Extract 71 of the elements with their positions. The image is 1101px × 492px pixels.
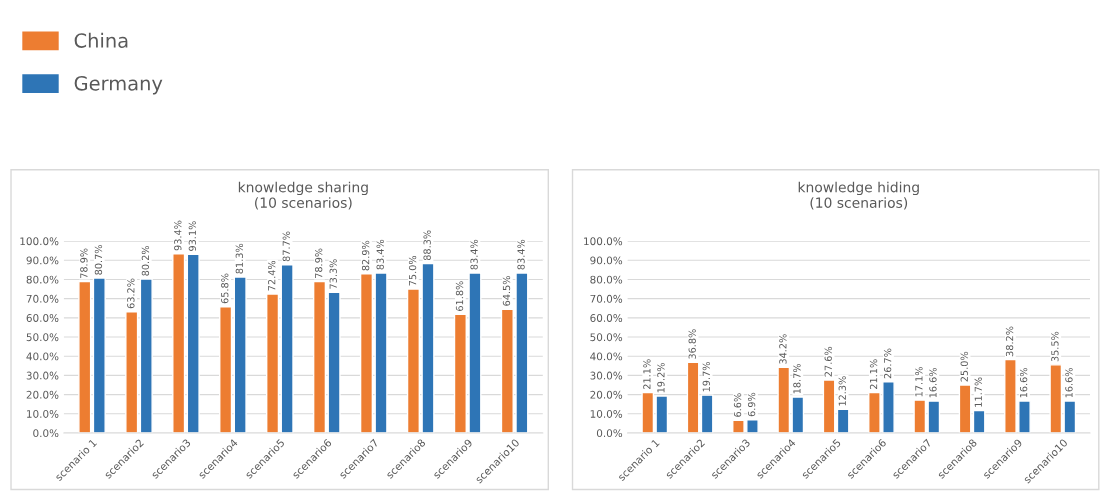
y-tick-label: 40.0% [26,352,59,361]
data-label: 16.6% [929,367,937,398]
data-label: 80.7% [94,244,103,275]
data-label: 16.6% [1065,367,1073,398]
y-tick-label: 100.0% [584,237,623,246]
data-label: 16.6% [1019,367,1028,398]
y-tick-label: 70.0% [590,294,623,303]
y-tick-label: 30.0% [26,371,59,380]
data-label: 21.1% [643,359,651,389]
data-label: 83.4% [517,239,525,270]
y-tick-label: 100.0% [20,237,59,246]
data-label: 6.9% [747,392,756,417]
data-label: 78.9% [314,248,323,278]
data-label: 65.8% [221,273,229,304]
data-label: 27.6% [824,346,832,377]
bar [327,291,341,433]
y-tick-label: 20.0% [590,390,623,399]
y-tick-label: 90.0% [590,256,623,265]
y-tick-label: 0.0% [33,429,59,438]
data-label: 83.4% [470,239,478,270]
bar [186,253,200,433]
data-label: 19.2% [657,362,665,393]
data-label: 82.9% [361,240,370,271]
y-tick-label: 50.0% [26,333,59,342]
data-label: 83.4% [376,239,384,270]
y-tick-label: 90.0% [26,256,59,265]
data-label: 87.7% [282,231,290,262]
data-label: 64.5% [502,276,511,306]
legend-label: China [74,32,128,48]
data-label: 78.9% [80,248,88,278]
data-label: 93.4% [174,220,182,251]
chart-title: knowledge hiding (10 scenarios) [798,181,919,210]
y-tick-label: 60.0% [590,314,623,322]
data-label: 75.0% [408,255,417,286]
data-label: 26.7% [883,348,892,379]
y-tick-label: 40.0% [590,352,623,361]
data-label: 88.3% [423,230,431,261]
data-label: 25.0% [960,351,968,382]
chart-title: knowledge sharing (10 scenarios) [238,181,368,210]
data-label: 61.8% [455,281,464,311]
data-label: 11.7% [974,377,982,407]
bar [972,409,986,433]
y-tick-label: 0.0% [596,429,623,438]
y-tick-label: 80.0% [590,275,623,284]
data-label: 6.6% [733,393,742,417]
data-label: 34.2% [779,334,787,364]
bar [836,408,850,433]
y-tick-label: 10.0% [590,410,623,418]
data-label: 38.2% [1005,326,1014,357]
y-tick-label: 50.0% [590,333,623,342]
y-tick-label: 70.0% [26,294,59,303]
data-label: 93.1% [188,221,197,251]
data-label: 63.2% [127,278,135,309]
data-label: 18.7% [793,363,801,394]
y-tick-label: 10.0% [27,410,59,418]
legend-label: Germany [74,75,163,95]
data-label: 81.3% [235,243,243,274]
y-tick-label: 30.0% [590,371,623,380]
data-label: 35.5% [1051,331,1059,362]
y-tick-label: 60.0% [26,314,59,322]
bar [686,361,700,433]
data-label: 12.3% [838,376,846,406]
y-tick-label: 80.0% [26,275,59,284]
data-label: 72.4% [268,260,276,291]
data-label: 80.2% [141,245,150,276]
y-tick-label: 20.0% [26,390,59,399]
data-label: 17.1% [915,367,923,397]
data-label: 73.3% [329,259,337,289]
data-label: 36.8% [688,329,696,359]
data-label: 21.1% [869,359,878,389]
data-label: 19.7% [702,362,710,392]
